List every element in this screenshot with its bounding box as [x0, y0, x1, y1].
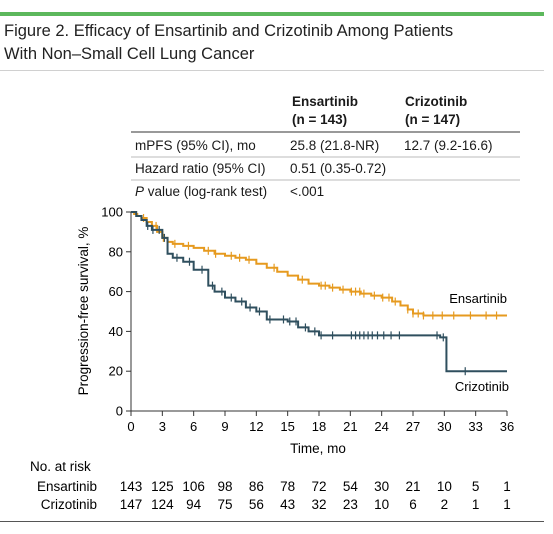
x-tick-label: 21 [343, 419, 357, 434]
risk-value-ensartinib: 78 [280, 479, 295, 494]
risk-value-ensartinib: 54 [343, 479, 359, 494]
risk-value-crizotinib: 56 [249, 497, 264, 512]
risk-value-ensartinib: 1 [503, 479, 511, 494]
series-label-ensartinib: Ensartinib [449, 291, 507, 306]
stats-row-hr-ensartinib: 0.51 (0.35-0.72) [290, 161, 386, 176]
stats-header-crizotinib: Crizotinib [405, 94, 467, 109]
x-tick-label: 24 [374, 419, 388, 434]
figure-title: Figure 2. Efficacy of Ensartinib and Cri… [4, 20, 544, 66]
risk-value-crizotinib: 94 [186, 497, 202, 512]
x-axis-label: Time, mo [290, 441, 346, 456]
risk-value-crizotinib: 1 [503, 497, 511, 512]
risk-value-crizotinib: 1 [472, 497, 480, 512]
stats-row-pvalue-ensartinib: <.001 [290, 184, 324, 199]
axes [130, 212, 507, 412]
y-tick-label: 60 [109, 284, 123, 299]
risk-table-heading: No. at risk [30, 459, 91, 474]
accent-top-rule [0, 12, 544, 16]
risk-value-crizotinib: 6 [409, 497, 417, 512]
y-tick-label: 100 [101, 205, 123, 220]
risk-row-label-ensartinib: Ensartinib [37, 479, 97, 494]
risk-value-ensartinib: 72 [311, 479, 326, 494]
risk-value-crizotinib: 43 [280, 497, 295, 512]
x-ticks: 0 3 6 9 12 15 18 21 24 27 30 33 36 [127, 411, 514, 434]
risk-value-crizotinib: 147 [120, 497, 143, 512]
y-ticks: 0 20 40 60 80 100 [101, 205, 131, 419]
risk-value-crizotinib: 75 [217, 497, 232, 512]
risk-value-ensartinib: 10 [437, 479, 452, 494]
stats-row-label-pvalue-p: P [135, 184, 144, 199]
risk-value-ensartinib: 86 [249, 479, 264, 494]
risk-value-crizotinib: 10 [374, 497, 389, 512]
km-curves [131, 211, 507, 376]
bottom-rule [0, 521, 544, 522]
risk-value-crizotinib: 23 [343, 497, 358, 512]
stats-header-ensartinib: Ensartinib [292, 94, 358, 109]
risk-value-crizotinib: 2 [441, 497, 449, 512]
x-tick-label: 36 [500, 419, 514, 434]
title-divider [0, 70, 544, 71]
stats-row-label-hr: Hazard ratio (95% CI) [135, 161, 266, 176]
y-tick-label: 0 [116, 404, 123, 419]
x-tick-label: 33 [468, 419, 482, 434]
risk-value-ensartinib: 143 [120, 479, 143, 494]
stats-row-label-pvalue-rest: value (log-rank test) [144, 184, 267, 199]
risk-value-ensartinib: 21 [405, 479, 420, 494]
series-label-crizotinib: Crizotinib [455, 379, 509, 394]
risk-value-ensartinib: 125 [151, 479, 174, 494]
stats-header-ensartinib-n: (n = 143) [292, 112, 347, 127]
x-tick-label: 0 [127, 419, 134, 434]
x-tick-label: 3 [159, 419, 166, 434]
km-curve-crizotinib [131, 211, 507, 373]
x-tick-label: 30 [437, 419, 451, 434]
stats-row-mpfs-ensartinib: 25.8 (21.8-NR) [290, 138, 379, 153]
risk-value-ensartinib: 98 [217, 479, 232, 494]
stats-row-label-mpfs: mPFS (95% CI), mo [135, 138, 256, 153]
stats-table: Ensartinib (n = 143) Crizotinib (n = 147… [131, 94, 520, 199]
figure-title-line-2: With Non–Small Cell Lung Cancer [4, 45, 255, 63]
risk-value-crizotinib: 32 [311, 497, 326, 512]
y-tick-label: 20 [109, 364, 123, 379]
y-axis-label: Progression-free survival, % [76, 227, 91, 396]
risk-value-ensartinib: 5 [472, 479, 480, 494]
x-tick-label: 15 [280, 419, 294, 434]
stats-header-crizotinib-n: (n = 147) [405, 112, 460, 127]
x-tick-label: 12 [249, 419, 263, 434]
x-tick-label: 18 [312, 419, 326, 434]
risk-value-ensartinib: 106 [182, 479, 205, 494]
stats-row-mpfs-crizotinib: 12.7 (9.2-16.6) [404, 138, 493, 153]
risk-table: No. at risk Ensartinib Crizotinib 143 125… [30, 459, 511, 512]
figure-title-line-1: Figure 2. Efficacy of Ensartinib and Cri… [4, 22, 454, 40]
y-tick-label: 40 [109, 324, 123, 339]
stats-row-label-pvalue: P value (log-rank test) [135, 184, 267, 199]
risk-value-ensartinib: 30 [374, 479, 389, 494]
x-tick-label: 6 [190, 419, 197, 434]
risk-value-crizotinib: 124 [151, 497, 174, 512]
y-tick-label: 80 [109, 244, 123, 259]
x-tick-label: 9 [221, 419, 228, 434]
x-tick-label: 27 [406, 419, 420, 434]
risk-row-label-crizotinib: Crizotinib [41, 497, 97, 512]
